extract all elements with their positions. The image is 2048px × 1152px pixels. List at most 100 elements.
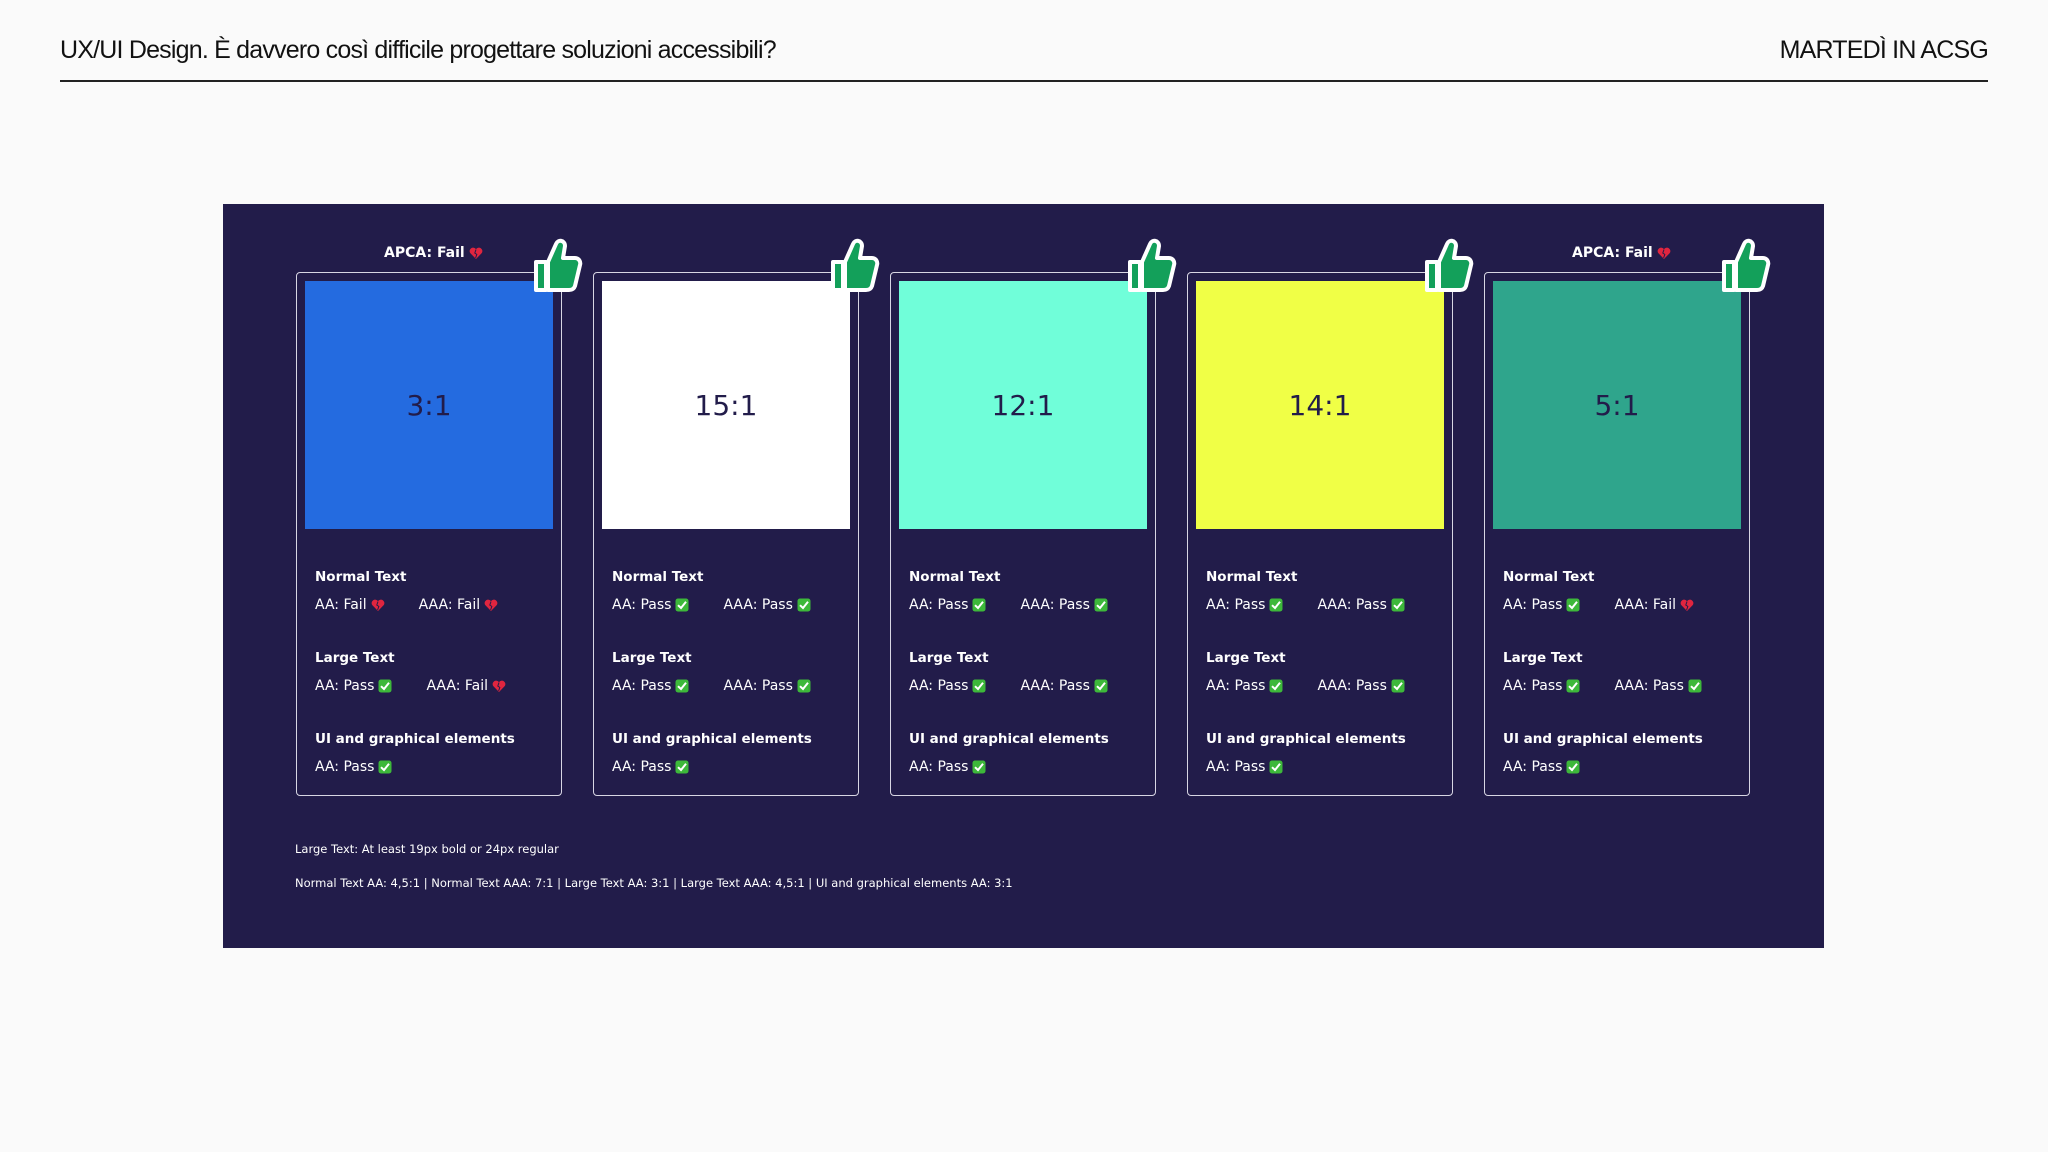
section-label: Normal Text (1503, 569, 1595, 585)
result-row: AA: Pass AAA: Pass (909, 678, 1108, 694)
broken-heart-icon (1657, 247, 1671, 259)
result-text: AAA: Pass (1317, 597, 1387, 613)
check-icon (1391, 598, 1405, 612)
result-row: AA: Pass AAA: Fail (315, 678, 506, 694)
section-label: Large Text (1503, 650, 1583, 666)
check-icon (1269, 598, 1283, 612)
apca-result: APCA: Fail (384, 245, 483, 261)
result: AA: Pass (909, 759, 986, 775)
check-icon (1269, 760, 1283, 774)
apca-text: APCA: Fail (384, 245, 465, 261)
result: AA: Pass (315, 678, 392, 694)
result-text: AA: Pass (612, 759, 672, 775)
result: AAA: Pass (1317, 597, 1405, 613)
thumbs-up-icon (1722, 238, 1771, 292)
broken-heart-icon (484, 599, 498, 611)
check-icon (675, 598, 689, 612)
check-icon (1094, 679, 1108, 693)
result: AA: Pass (909, 678, 986, 694)
result-text: AA: Pass (1503, 597, 1563, 613)
result: AAA: Pass (723, 678, 811, 694)
apca-text: APCA: Fail (1572, 245, 1653, 261)
check-icon (675, 760, 689, 774)
broken-heart-icon (469, 247, 483, 259)
check-icon (378, 760, 392, 774)
result-text: AAA: Fail (1614, 597, 1677, 613)
header-rule (60, 80, 1988, 82)
check-icon (1566, 760, 1580, 774)
result: AA: Pass (1503, 759, 1580, 775)
result-text: AAA: Pass (1614, 678, 1684, 694)
check-icon (972, 679, 986, 693)
result: AA: Pass (1206, 678, 1283, 694)
card: 5:1 Normal Text AA: Pass AAA: Fail Large Tex… (1484, 272, 1750, 796)
broken-heart-icon (371, 599, 384, 611)
color-swatch: 14:1 (1196, 281, 1444, 529)
check-icon (1566, 679, 1580, 693)
section-label: Normal Text (909, 569, 1001, 585)
result-text: AA: Pass (1206, 678, 1266, 694)
result: AA: Pass (1503, 678, 1580, 694)
section-label: UI and graphical elements (612, 731, 812, 747)
slide-tag: MARTEDÌ IN ACSG (1779, 36, 1989, 64)
check-icon (1688, 679, 1702, 693)
result-text: AA: Pass (909, 759, 969, 775)
result-row: AA: Pass AAA: Pass (1206, 597, 1405, 613)
check-icon (797, 679, 811, 693)
section-label: Large Text (909, 650, 989, 666)
slide-title: UX/UI Design. È davvero così difficile p… (60, 36, 777, 64)
result: AA: Pass (1503, 597, 1580, 613)
result-text: AA: Pass (1503, 759, 1563, 775)
result-text: AAA: Pass (1020, 678, 1090, 694)
apca-result: APCA: Fail (1572, 245, 1671, 261)
result-text: AAA: Pass (1020, 597, 1090, 613)
result-text: AAA: Pass (723, 597, 793, 613)
result: AAA: Pass (1020, 597, 1108, 613)
result: AA: Pass (612, 597, 689, 613)
result-text: AA: Pass (909, 678, 969, 694)
result-row: AA: Pass AAA: Pass (1206, 678, 1405, 694)
result-text: AA: Pass (1503, 678, 1563, 694)
card: 15:1 Normal Text AA: Pass AAA: Pass Large Te… (593, 272, 859, 796)
result-text: AA: Pass (315, 678, 375, 694)
result: AAA: Pass (723, 597, 811, 613)
result-text: AA: Pass (612, 597, 672, 613)
result: AA: Pass (612, 678, 689, 694)
section-label: Large Text (612, 650, 692, 666)
result-text: AAA: Fail (418, 597, 481, 613)
result-row: AA: Pass (1503, 759, 1580, 775)
result: AA: Pass (909, 597, 986, 613)
panel: 3:1 Normal Text AA: Fail AAA: Fail Large Tex… (223, 204, 1824, 948)
result: AAA: Pass (1614, 678, 1702, 694)
section-label: UI and graphical elements (315, 731, 515, 747)
check-icon (1269, 679, 1283, 693)
check-icon (972, 598, 986, 612)
result-text: AA: Fail (315, 597, 367, 613)
card: 3:1 Normal Text AA: Fail AAA: Fail Large Tex… (296, 272, 562, 796)
check-icon (972, 760, 986, 774)
result: AAA: Fail (1614, 597, 1694, 613)
section-label: Large Text (315, 650, 395, 666)
section-label: Large Text (1206, 650, 1286, 666)
color-swatch: 3:1 (305, 281, 553, 529)
result-text: AAA: Fail (426, 678, 489, 694)
color-swatch: 15:1 (602, 281, 850, 529)
result: AA: Pass (315, 759, 392, 775)
result-text: AAA: Pass (723, 678, 793, 694)
result: AAA: Pass (1020, 678, 1108, 694)
section-label: Normal Text (315, 569, 407, 585)
result-row: AA: Pass (315, 759, 392, 775)
card: 12:1 Normal Text AA: Pass AAA: Pass Large Te… (890, 272, 1156, 796)
thumbs-up-icon (1425, 238, 1474, 292)
check-icon (797, 598, 811, 612)
result: AA: Pass (1206, 759, 1283, 775)
section-label: UI and graphical elements (1206, 731, 1406, 747)
result: AA: Pass (1206, 597, 1283, 613)
check-icon (378, 679, 392, 693)
color-swatch: 12:1 (899, 281, 1147, 529)
thumbs-up-icon (534, 238, 583, 292)
result-row: AA: Fail AAA: Fail (315, 597, 498, 613)
result: AAA: Fail (426, 678, 506, 694)
result-text: AA: Pass (1206, 597, 1266, 613)
